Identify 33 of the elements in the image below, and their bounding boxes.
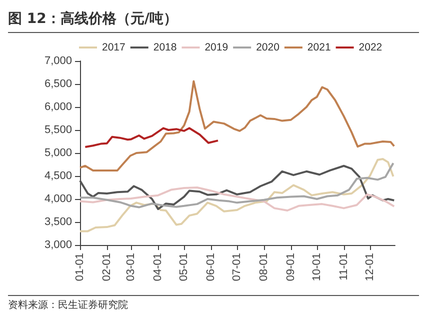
legend-label: 2018 <box>153 42 177 54</box>
y-tick-label: 3,500 <box>44 216 72 228</box>
line-series <box>79 80 396 172</box>
x-tick-label: 07-01 <box>231 253 244 282</box>
x-tick-label: 10-01 <box>310 253 323 282</box>
line-series <box>84 127 219 148</box>
legend-label: 2019 <box>204 42 228 54</box>
y-tick-label: 6,500 <box>44 78 72 90</box>
x-tick-label: 05-01 <box>178 253 190 282</box>
line-series <box>79 158 394 232</box>
x-tick-label: 02-01 <box>100 253 113 282</box>
y-tick-label: 4,500 <box>44 170 72 182</box>
line-series <box>79 186 396 212</box>
y-tick-label: 5,000 <box>44 147 72 159</box>
x-tick-label: 08-01 <box>258 253 270 282</box>
x-tick-label: 12-01 <box>364 253 376 282</box>
y-tick-label: 4,000 <box>44 193 72 205</box>
legend-label: 2022 <box>358 42 382 54</box>
y-tick-label: 3,000 <box>44 239 72 251</box>
y-tick-label: 7,000 <box>44 55 72 67</box>
y-tick-label: 6,000 <box>44 101 72 113</box>
text: 资料来源：民生证券研究院 <box>8 295 419 312</box>
chart-title: 图 12：高线价格（元/吨） <box>8 8 419 33</box>
x-tick-label: 11-01 <box>338 253 350 280</box>
legend-label: 2021 <box>307 42 331 54</box>
legend-label: 2020 <box>256 42 280 54</box>
y-tick-label: 5,500 <box>44 124 72 136</box>
x-tick-label: 04-01 <box>152 253 164 282</box>
legend-label: 2017 <box>102 42 126 54</box>
x-tick-label: 09-01 <box>284 253 297 282</box>
x-tick-label: 01-01 <box>74 253 86 282</box>
x-tick-label: 03-01 <box>125 253 138 282</box>
x-tick-label: 06-01 <box>205 253 218 282</box>
